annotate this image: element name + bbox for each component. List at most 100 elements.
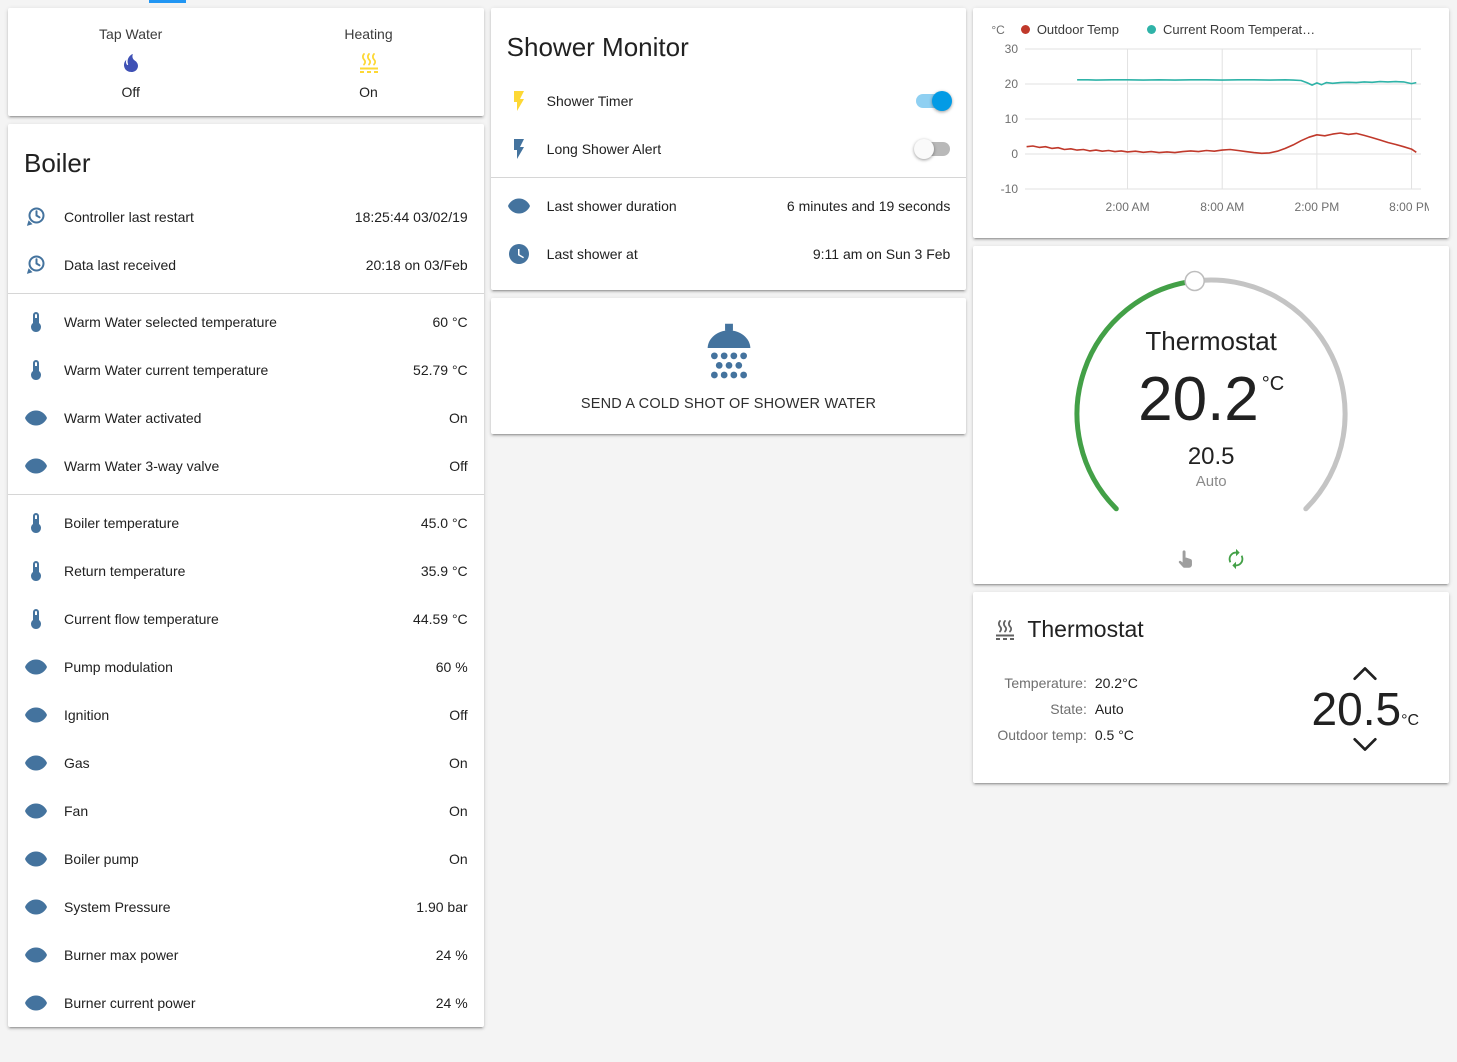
- entity-value: 18:25:44 03/02/19: [354, 209, 468, 225]
- thermostat-info-card: Thermostat Temperature: 20.2°C State: Auto O…: [973, 592, 1450, 783]
- entity-value: 44.59 °C: [413, 611, 468, 627]
- entity-name: Boiler pump: [64, 851, 139, 867]
- legend-label: Outdoor Temp: [1036, 22, 1119, 37]
- radiator-icon: [357, 51, 381, 75]
- eye-icon: [24, 751, 48, 775]
- boiler-card: Boiler Controller last restart 18:25:44 0…: [8, 124, 484, 1027]
- entity-name: Data last received: [64, 257, 177, 273]
- legend-dot: [1020, 25, 1030, 34]
- entity-value: 60 %: [435, 659, 468, 675]
- flash-icon: [507, 137, 531, 161]
- y-tick-label: 20: [1005, 77, 1019, 91]
- entity-row[interactable]: Last shower duration 6 minutes and 19 sec…: [491, 182, 967, 230]
- divider: [8, 293, 484, 294]
- glance-item-heating[interactable]: Heating On: [344, 26, 392, 100]
- entity-row[interactable]: Data last received 20:18 on 03/Feb: [8, 241, 484, 289]
- stepper-value: 20.5°C: [1312, 686, 1419, 732]
- entity-name: Ignition: [64, 707, 110, 723]
- autorenew-icon[interactable]: [1225, 548, 1247, 570]
- temp-up-button[interactable]: [1344, 663, 1386, 683]
- glance-item-tap-water[interactable]: Tap Water Off: [99, 26, 162, 100]
- entity-row[interactable]: Fan On: [8, 787, 484, 835]
- switch-knob: [914, 139, 935, 159]
- chart-unit-label: °C: [991, 22, 1005, 37]
- stepper-number: 20.5: [1311, 683, 1402, 735]
- eye-icon: [24, 703, 48, 727]
- eye-icon: [24, 847, 48, 871]
- entity-value: 1.90 bar: [416, 899, 468, 915]
- shower-monitor-card: Shower Monitor Shower Timer Long Shower A…: [490, 8, 967, 290]
- glance-label: Heating: [344, 26, 393, 42]
- thermometer-icon: [24, 310, 48, 334]
- entity-row[interactable]: Ignition Off: [8, 691, 484, 739]
- entity-row[interactable]: Warm Water activated On: [8, 394, 484, 442]
- dial-knob[interactable]: [1184, 270, 1206, 292]
- attribute-value: 20.2°C: [1094, 675, 1138, 691]
- eye-icon: [24, 655, 48, 679]
- entity-name: Gas: [64, 755, 90, 771]
- entity-row[interactable]: Return temperature 35.9 °C: [8, 547, 484, 595]
- entity-name: Last shower duration: [546, 198, 677, 214]
- dashboard: Tap Water Off Heating On Boiler Controller …: [8, 8, 1450, 1027]
- entity-name: Warm Water current temperature: [64, 362, 269, 378]
- entity-row[interactable]: Gas On: [8, 739, 484, 787]
- legend-label: Current Room Temperat…: [1162, 22, 1316, 37]
- temp-down-button[interactable]: [1344, 735, 1386, 755]
- entity-value: 6 minutes and 19 seconds: [786, 198, 951, 214]
- entity-row[interactable]: Burner max power 24 %: [8, 931, 484, 979]
- entity-value: 60 °C: [432, 314, 468, 330]
- shower-head-icon: [693, 322, 765, 384]
- clock-icon: [507, 242, 531, 266]
- entity-name: Controller last restart: [64, 209, 194, 225]
- thermometer-icon: [24, 559, 48, 583]
- clock-restart-icon: [24, 205, 48, 229]
- entity-row[interactable]: Boiler temperature 45.0 °C: [8, 499, 484, 547]
- entity-row[interactable]: Boiler pump On: [8, 835, 484, 883]
- cold-shot-button[interactable]: SEND A COLD SHOT OF SHOWER WATER: [490, 298, 967, 434]
- entity-row[interactable]: Last shower at 9:11 am on Sun 3 Feb: [491, 230, 967, 278]
- entity-value: On: [448, 755, 468, 771]
- attribute-label: State:: [1050, 701, 1087, 717]
- card-title: Thermostat: [1027, 616, 1144, 642]
- glance-items: Tap Water Off Heating On: [8, 8, 484, 116]
- entity-row[interactable]: Controller last restart 18:25:44 03/02/19: [8, 193, 484, 241]
- attribute-fields: Temperature: 20.2°C State: Auto Outdoor temp…: [997, 675, 1137, 743]
- target-temp-stepper: 20.5°C: [1312, 663, 1419, 755]
- thermometer-icon: [24, 358, 48, 382]
- entity-row[interactable]: System Pressure 1.90 bar: [8, 883, 484, 931]
- glance-state: Off: [121, 84, 140, 100]
- entity-row[interactable]: Pump modulation 60 %: [8, 643, 484, 691]
- hand-icon[interactable]: [1175, 548, 1197, 570]
- chart-legend: Outdoor Temp Current Room Temperat…: [1020, 22, 1316, 37]
- dial-title: Thermostat: [1145, 326, 1277, 356]
- target-temperature: 20.5: [1187, 443, 1235, 470]
- active-tab-indicator[interactable]: [149, 0, 186, 3]
- entity-value: 35.9 °C: [420, 563, 468, 579]
- entity-name: Last shower at: [546, 246, 638, 262]
- entity-row[interactable]: Warm Water selected temperature 60 °C: [8, 298, 484, 346]
- entity-name: Warm Water activated: [64, 410, 202, 426]
- entity-value: 20:18 on 03/Feb: [365, 257, 468, 273]
- flash-icon: [507, 89, 531, 113]
- attribute-value: 0.5 °C: [1094, 727, 1134, 743]
- y-tick-label: -10: [1001, 182, 1019, 196]
- entity-value: Off: [449, 707, 468, 723]
- toggle-long-shower-alert[interactable]: [914, 139, 951, 159]
- thermometer-icon: [24, 511, 48, 535]
- entity-row[interactable]: Burner current power 24 %: [8, 979, 484, 1027]
- chart-plot: 30 20 10 0 -10 2:00 AM 8:00 AM 2:00 PM 8:00 PM: [1001, 42, 1434, 214]
- chart-header: °C Outdoor Temp Current Room Temperat…: [985, 22, 1445, 39]
- toggle-shower-timer[interactable]: [916, 91, 953, 111]
- eye-icon: [24, 406, 48, 430]
- legend-dot: [1146, 25, 1156, 34]
- eye-icon: [24, 895, 48, 919]
- fire-icon: [119, 51, 143, 75]
- x-tick-label: 2:00 AM: [1106, 200, 1150, 214]
- entity-row[interactable]: Warm Water current temperature 52.79 °C: [8, 346, 484, 394]
- entity-row[interactable]: Warm Water 3-way valve Off: [8, 442, 484, 490]
- entity-value: 52.79 °C: [413, 362, 468, 378]
- attribute-label: Outdoor temp:: [997, 727, 1087, 743]
- radiator-icon: [993, 618, 1017, 642]
- eye-icon: [24, 943, 48, 967]
- entity-row[interactable]: Current flow temperature 44.59 °C: [8, 595, 484, 643]
